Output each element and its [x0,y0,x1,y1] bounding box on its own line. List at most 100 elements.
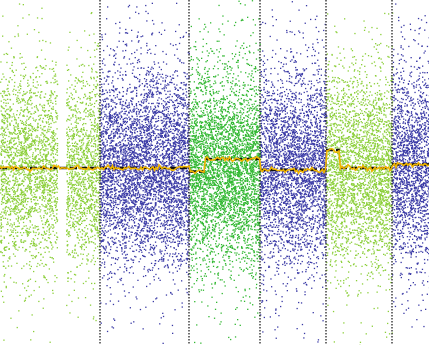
scatter-point [80,46,82,49]
scatter-point [144,220,146,222]
scatter-point [28,98,31,100]
scatter-point [30,145,32,147]
scatter-point [80,202,82,205]
scatter-point [93,212,95,214]
scatter-point [47,110,50,112]
scatter-point [98,103,100,105]
scatter-point [43,179,45,181]
scatter-point [97,257,99,259]
scatter-point [28,264,31,266]
scatter-point [84,242,86,244]
scatter-point [13,163,15,165]
scatter-point [72,176,74,178]
scatter-point [110,154,112,156]
scatter-point [100,221,102,224]
scatter-point [112,155,115,157]
scatter-point [46,99,48,102]
scatter-point [23,111,25,113]
scatter-point [167,228,169,231]
scatter-point [69,179,71,181]
scatter-point [1,139,3,141]
scatter-point [33,289,35,292]
scatter-point [93,33,95,35]
scatter-point [29,179,31,181]
scatter-point [98,223,100,225]
scatter-point [188,156,190,159]
scatter-point [83,185,85,188]
scatter-point [176,190,178,192]
scatter-point [52,227,54,229]
scatter-point [82,198,84,201]
scatter-point [88,177,90,179]
scatter-point [18,216,20,219]
scatter-point [45,222,47,224]
scatter-point [82,239,84,241]
scatter-point [69,254,71,256]
scatter-point [81,170,84,172]
scatter-point [9,256,11,258]
scatter-point [35,106,38,108]
scatter-point [128,187,130,189]
scatter-point [45,164,47,166]
scatter-point [47,153,49,155]
scatter-point [108,135,110,137]
scatter-point [81,87,83,89]
scatter-point [75,120,77,122]
scatter-point [164,198,166,201]
scatter-point [6,61,8,64]
scatter-point [96,211,98,213]
scatter-point [1,121,3,123]
scatter-point [25,297,27,299]
scatter-point [78,195,80,197]
scatter-point [45,157,47,159]
scatter-point [93,84,95,86]
scatter-point [38,158,40,160]
scatter-point [74,192,76,195]
scatter-point [3,236,5,238]
scatter-point [4,146,6,149]
scatter-point [72,210,74,212]
scatter-point [17,180,19,182]
scatter-point [186,253,188,255]
scatter-point [154,128,156,130]
scatter-point [39,96,41,98]
scatter-point [7,128,9,130]
scatter-point [39,196,41,198]
scatter-point [87,148,89,150]
scatter-point [9,142,11,144]
scatter-point [5,134,8,137]
scatter-point [6,183,8,185]
scatter-point [114,146,116,149]
scatter-point [37,123,39,125]
scatter-point [67,198,69,200]
scatter-point [114,241,116,244]
scatter-point [129,87,131,89]
scatter-point [13,119,16,121]
scatter-point [181,133,183,135]
scatter-point [77,153,80,155]
scatter-point [26,137,29,139]
scatter-point [107,230,109,232]
scatter-point [174,114,176,116]
scatter-point [130,91,132,93]
scatter-point [82,179,84,181]
scatter-point [179,100,181,103]
scatter-point [133,120,135,122]
scatter-point [50,96,52,98]
scatter-point [18,310,20,312]
scatter-point [77,147,79,149]
scatter-point [52,176,54,178]
scatter-point [184,145,187,147]
scatter-point [30,163,32,165]
scatter-point [52,108,55,110]
scatter-point [3,173,5,175]
scatter-point [50,99,52,102]
scatter-point [22,99,24,101]
scatter-point [127,87,129,90]
scatter-point [85,202,87,204]
scatter-point [52,210,54,212]
scatter-point [21,203,23,205]
scatter-point [4,178,6,180]
scatter-point [40,139,42,141]
scatter-point [172,115,175,117]
